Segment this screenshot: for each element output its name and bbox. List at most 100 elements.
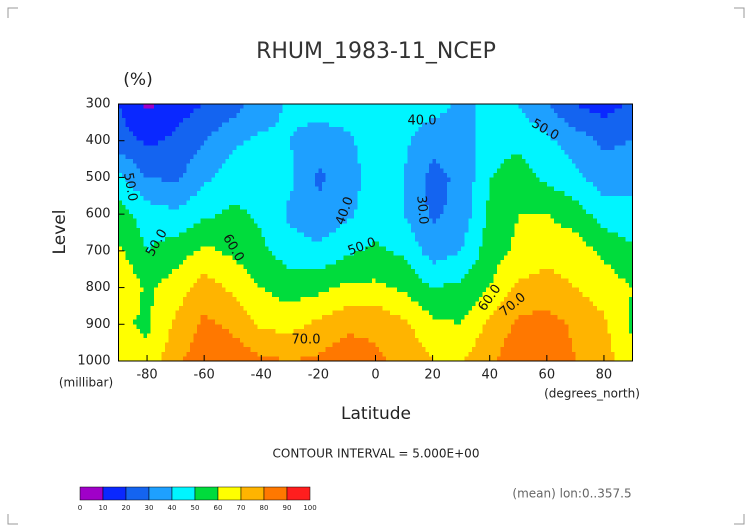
- contour-cell: [450, 246, 455, 252]
- contour-cell: [211, 214, 216, 220]
- contour-cell: [382, 126, 387, 133]
- contour-cell: [343, 108, 348, 114]
- contour-cell: [257, 237, 262, 243]
- contour-cell: [361, 168, 366, 174]
- contour-cell: [172, 172, 177, 179]
- contour-cell: [321, 237, 327, 243]
- contour-cell: [504, 108, 509, 114]
- contour-cell: [546, 149, 552, 156]
- contour-cell: [550, 149, 555, 156]
- contour-cell: [553, 218, 559, 224]
- contour-cell: [532, 172, 537, 179]
- contour-cell: [136, 108, 141, 114]
- contour-cell: [557, 122, 562, 128]
- contour-cell: [436, 163, 441, 169]
- contour-cell: [429, 126, 434, 133]
- contour-cell: [193, 204, 198, 211]
- contour-cell: [225, 260, 230, 266]
- contour-cell: [454, 214, 459, 220]
- contour-cell: [271, 260, 277, 266]
- contour-cell: [464, 209, 469, 215]
- contour-cell: [289, 104, 295, 110]
- contour-cell: [346, 117, 352, 123]
- contour-cell: [518, 113, 523, 119]
- contour-cell: [518, 149, 523, 156]
- contour-cell: [279, 269, 284, 275]
- contour-cell: [189, 172, 195, 179]
- contour-cell: [289, 108, 295, 114]
- contour-cell: [222, 255, 227, 261]
- contour-cell: [296, 191, 302, 197]
- contour-cell: [179, 163, 184, 169]
- contour-cell: [575, 145, 580, 151]
- contour-cell: [357, 204, 362, 211]
- contour-cell: [389, 209, 394, 215]
- contour-cell: [207, 186, 212, 192]
- contour-cell: [546, 237, 552, 243]
- contour-cell: [571, 246, 576, 252]
- contour-cell: [254, 255, 259, 261]
- contour-cell: [454, 204, 459, 211]
- contour-cell: [596, 182, 601, 188]
- contour-cell: [375, 113, 380, 119]
- contour-cell: [175, 186, 180, 192]
- contour-cell: [429, 246, 434, 252]
- contour-cell: [368, 241, 373, 247]
- contour-cell: [361, 149, 366, 156]
- contour-cell: [393, 140, 398, 146]
- contour-cell: [607, 145, 612, 151]
- contour-cell: [139, 117, 145, 123]
- contour-cell: [150, 149, 155, 156]
- contour-cell: [461, 232, 466, 238]
- contour-cell: [225, 168, 230, 174]
- contour-cell: [607, 200, 612, 206]
- contour-cell: [432, 104, 437, 110]
- contour-cell: [204, 255, 209, 261]
- contour-cell: [550, 186, 555, 192]
- contour-cell: [232, 214, 237, 220]
- contour-cell: [354, 163, 359, 169]
- contour-cell: [268, 250, 273, 257]
- contour-cell: [504, 195, 509, 201]
- contour-cell: [261, 126, 266, 133]
- contour-cell: [254, 204, 259, 211]
- contour-cell: [546, 168, 552, 174]
- contour-cell: [496, 246, 502, 252]
- contour-cell: [236, 163, 241, 169]
- contour-cell: [561, 149, 566, 156]
- contour-cell: [346, 177, 352, 183]
- contour-cell: [193, 237, 198, 243]
- contour-cell: [407, 172, 412, 179]
- contour-cell: [543, 218, 548, 224]
- contour-cell: [628, 223, 634, 229]
- contour-cell: [404, 182, 409, 188]
- contour-cell: [172, 140, 177, 146]
- contour-cell: [586, 209, 591, 215]
- contour-cell: [436, 191, 441, 197]
- contour-cell: [257, 149, 262, 156]
- contour-cell: [628, 200, 634, 206]
- contour-cell: [257, 241, 262, 247]
- contour-cell: [504, 182, 509, 188]
- contour-cell: [557, 117, 562, 123]
- contour-cell: [264, 131, 270, 137]
- contour-cell: [332, 136, 337, 142]
- contour-cell: [571, 136, 576, 142]
- contour-cell: [564, 159, 569, 165]
- contour-cell: [172, 232, 177, 238]
- contour-cell: [593, 186, 598, 192]
- contour-cell: [129, 182, 134, 188]
- contour-cell: [432, 200, 437, 206]
- contour-cell: [550, 191, 555, 197]
- contour-cell: [621, 200, 626, 206]
- contour-cell: [493, 186, 498, 192]
- contour-cell: [247, 282, 252, 289]
- contour-cell: [225, 131, 230, 137]
- contour-cell: [621, 191, 626, 197]
- contour-cell: [189, 250, 195, 257]
- contour-cell: [232, 131, 237, 137]
- contour-cell: [161, 131, 166, 137]
- contour-cell: [443, 172, 448, 179]
- contour-cell: [486, 246, 491, 252]
- contour-cell: [325, 108, 330, 114]
